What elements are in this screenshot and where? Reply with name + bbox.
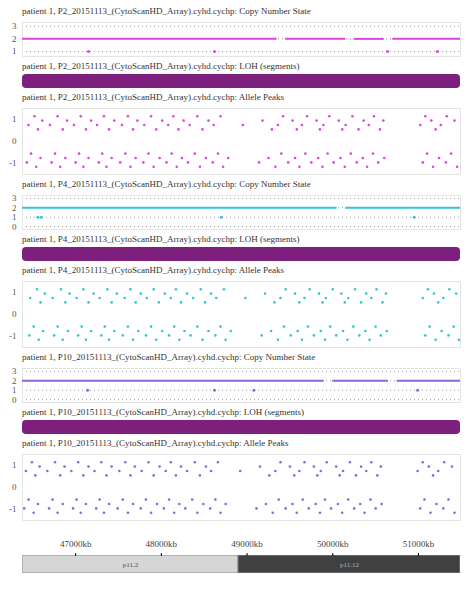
svg-text:1: 1 (12, 212, 17, 222)
svg-text:p11.2: p11.2 (123, 561, 139, 569)
svg-text:3: 3 (12, 193, 17, 203)
svg-text:1: 1 (12, 287, 17, 297)
svg-text:0: 0 (12, 395, 17, 405)
svg-text:2: 2 (12, 376, 17, 386)
html-text:patient 1, P2_20151113_(CytoSc: patient 1, P2_20151113_(CytoScanHD_Array… (22, 92, 284, 102)
svg-text:2: 2 (12, 34, 17, 44)
svg-text:51000kb: 51000kb (403, 539, 435, 549)
html-text:patient 1, P2_20151113_(CytoSc: patient 1, P2_20151113_(CytoScanHD_Array… (22, 61, 300, 71)
svg-text:-1: -1 (9, 331, 17, 341)
html-text:patient 1, P10_20151113_(CytoS: patient 1, P10_20151113_(CytoScanHD_Arra… (22, 407, 304, 417)
svg-text:0: 0 (12, 222, 17, 232)
html-text:patient 1, P2_20151113_(CytoSc: patient 1, P2_20151113_(CytoScanHD_Array… (22, 6, 311, 16)
html-text:patient 1, P10_20151113_(CytoS: patient 1, P10_20151113_(CytoScanHD_Arra… (22, 352, 316, 362)
svg-text:-1: -1 (9, 158, 17, 168)
svg-text:49000kb: 49000kb (231, 539, 263, 549)
svg-text:1: 1 (12, 114, 17, 124)
svg-text:1: 1 (12, 46, 17, 56)
html-text:patient 1, P4_20151113_(CytoSc: patient 1, P4_20151113_(CytoScanHD_Array… (22, 179, 311, 189)
svg-text:50000kb: 50000kb (317, 539, 349, 549)
svg-text:0: 0 (12, 482, 17, 492)
html-text:patient 1, P4_20151113_(CytoSc: patient 1, P4_20151113_(CytoScanHD_Array… (22, 265, 284, 275)
svg-text:2: 2 (12, 203, 17, 213)
html-text:patient 1, P4_20151113_(CytoSc: patient 1, P4_20151113_(CytoScanHD_Array… (22, 234, 300, 244)
svg-text:p11.12: p11.12 (340, 561, 359, 569)
svg-text:0: 0 (12, 136, 17, 146)
svg-text:1: 1 (12, 460, 17, 470)
svg-text:48000kb: 48000kb (146, 539, 178, 549)
svg-text:-1: -1 (9, 504, 17, 514)
svg-text:0: 0 (12, 309, 17, 319)
svg-text:1: 1 (12, 385, 17, 395)
svg-text:3: 3 (12, 21, 17, 31)
svg-text:3: 3 (12, 366, 17, 376)
svg-text:47000kb: 47000kb (60, 539, 92, 549)
html-text:patient 1, P10_20151113_(CytoS: patient 1, P10_20151113_(CytoScanHD_Arra… (22, 438, 289, 448)
